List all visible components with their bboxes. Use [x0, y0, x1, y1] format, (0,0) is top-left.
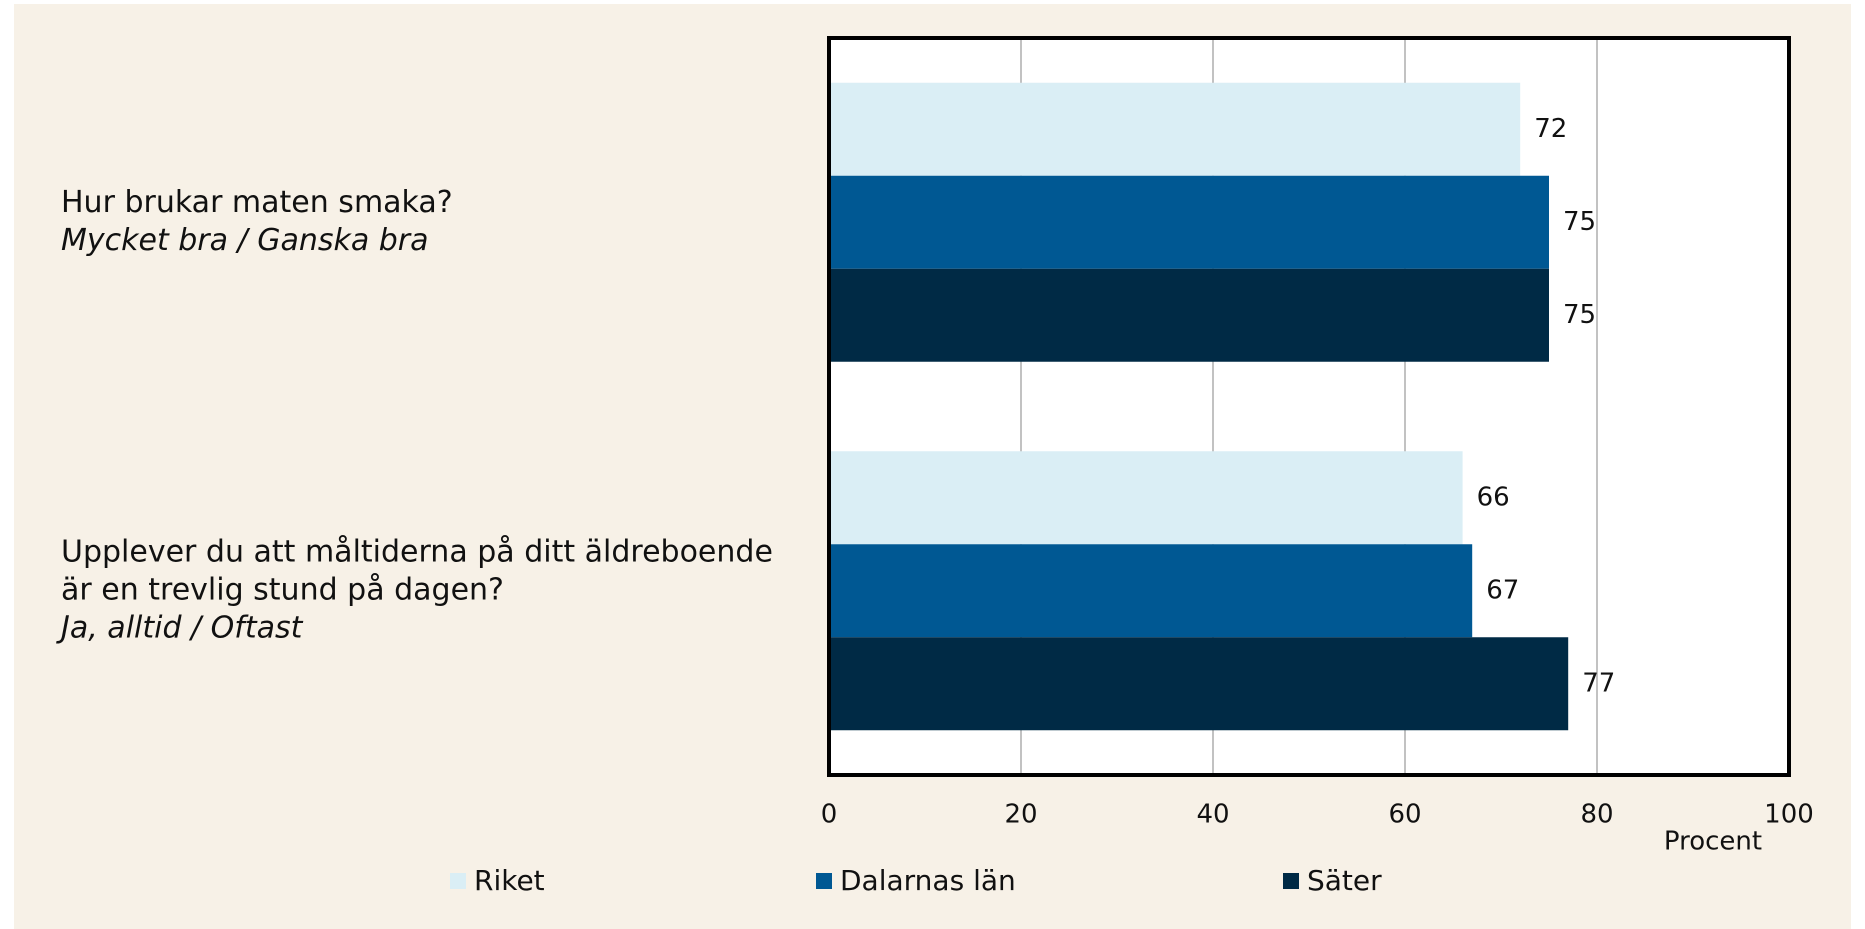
- x-tick-label: 100: [1764, 800, 1814, 830]
- legend-label: Dalarnas län: [840, 864, 1016, 897]
- category-label: är en trevlig stund på dagen?: [61, 572, 504, 607]
- category-label: Hur brukar maten smaka?: [61, 185, 453, 220]
- legend-label: Riket: [474, 864, 545, 897]
- legend-item: Dalarnas län: [816, 864, 1016, 897]
- x-axis-label: Procent: [1664, 827, 1762, 857]
- category-subtitle: Mycket bra / Ganska bra: [61, 223, 429, 258]
- value-label: 67: [1486, 575, 1519, 605]
- legend-item: Riket: [450, 864, 545, 897]
- x-tick-label: 20: [1004, 800, 1037, 830]
- bar: [829, 451, 1463, 545]
- legend-swatch: [450, 873, 466, 889]
- value-label: 77: [1582, 668, 1615, 698]
- x-tick-label: 0: [821, 800, 838, 830]
- value-label: 66: [1477, 482, 1510, 512]
- category-label: Upplever du att måltiderna på ditt äldre…: [61, 534, 773, 569]
- bar: [829, 175, 1549, 269]
- legend-label: Säter: [1307, 864, 1382, 897]
- bar: [829, 544, 1473, 638]
- value-label: 75: [1563, 300, 1596, 330]
- bar: [829, 637, 1569, 731]
- x-tick-label: 60: [1388, 800, 1421, 830]
- x-tick-label: 40: [1196, 800, 1229, 830]
- value-label: 72: [1534, 114, 1567, 144]
- x-tick-label: 80: [1580, 800, 1613, 830]
- value-label: 75: [1563, 207, 1596, 237]
- legend-swatch: [816, 873, 832, 889]
- legend-swatch: [1283, 873, 1299, 889]
- bar: [829, 82, 1521, 176]
- bar: [829, 268, 1549, 362]
- plot-frame: [827, 36, 1791, 777]
- category-subtitle: Ja, alltid / Oftast: [56, 610, 304, 645]
- legend-item: Säter: [1283, 864, 1382, 897]
